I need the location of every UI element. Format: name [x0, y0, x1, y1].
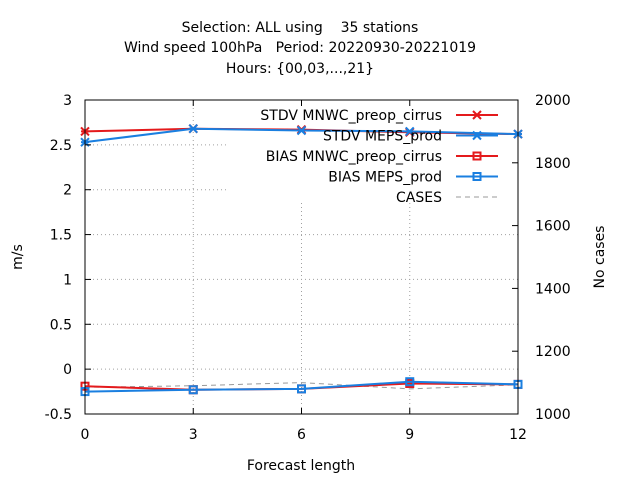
y2-tick-label: 1600: [535, 219, 571, 235]
y2-tick-label: 2000: [535, 93, 571, 109]
y2-tick-label: 1200: [535, 344, 571, 360]
y-tick-label: 3: [63, 93, 72, 109]
data-point: [297, 384, 306, 394]
plot-frame: [84, 99, 519, 415]
x-tick-label: 12: [509, 427, 527, 443]
y-tick-label: -0.5: [45, 407, 72, 423]
data-point: [188, 385, 198, 395]
x-tick-label: 0: [81, 427, 90, 443]
legend-label: CASES: [396, 190, 442, 206]
chart-title-line-2: Wind speed 100hPa Period: 20220930-20221…: [123, 40, 477, 56]
y2-tick-label: 1400: [535, 281, 571, 297]
x-tick-label: 6: [297, 427, 306, 443]
series-line: [84, 382, 519, 390]
legend-label: STDV MEPS_prod: [323, 129, 442, 145]
y-tick-label: 0.5: [50, 317, 72, 333]
y-tick-label: 1.5: [50, 228, 72, 244]
y-tick-label: 2.5: [50, 138, 72, 154]
plot-series: [80, 124, 523, 397]
legend-marker: [472, 151, 482, 161]
chart-title-line-1: Selection: ALL using 35 stations: [181, 20, 419, 36]
y2-tick-label: 1800: [535, 156, 571, 172]
x-axis-label: Forecast length: [247, 458, 355, 474]
x-tick-label: 9: [405, 427, 414, 443]
legend-label: BIAS MNWC_preop_cirrus: [266, 149, 442, 165]
legend-marker: [472, 172, 482, 181]
y2-axis-label: No cases: [592, 226, 608, 289]
legend: STDV MNWC_preop_cirrus STDV MEPS_prod BIAS…: [260, 108, 498, 206]
y-tick-label: 2: [63, 183, 72, 199]
y-tick-label: 1: [63, 272, 72, 288]
grid: [85, 100, 518, 414]
legend-label: STDV MNWC_preop_cirrus: [260, 108, 442, 124]
y2-tick-label: 1000: [535, 407, 571, 423]
y-axis-label: m/s: [10, 244, 26, 270]
y-tick-label: 0: [63, 362, 72, 378]
axis-ticks: 0 3 6 9 12 -0.5 0 0.5 1 1.5 2 2.5 3 1000 1200 1400 1600 1…: [45, 93, 571, 443]
series-line: [84, 380, 519, 393]
legend-label: BIAS MEPS_prod: [328, 170, 442, 186]
x-tick-label: 3: [189, 427, 198, 443]
data-point: [405, 377, 415, 387]
chart-title-line-3: Hours: {00,03,...,21}: [225, 61, 375, 77]
